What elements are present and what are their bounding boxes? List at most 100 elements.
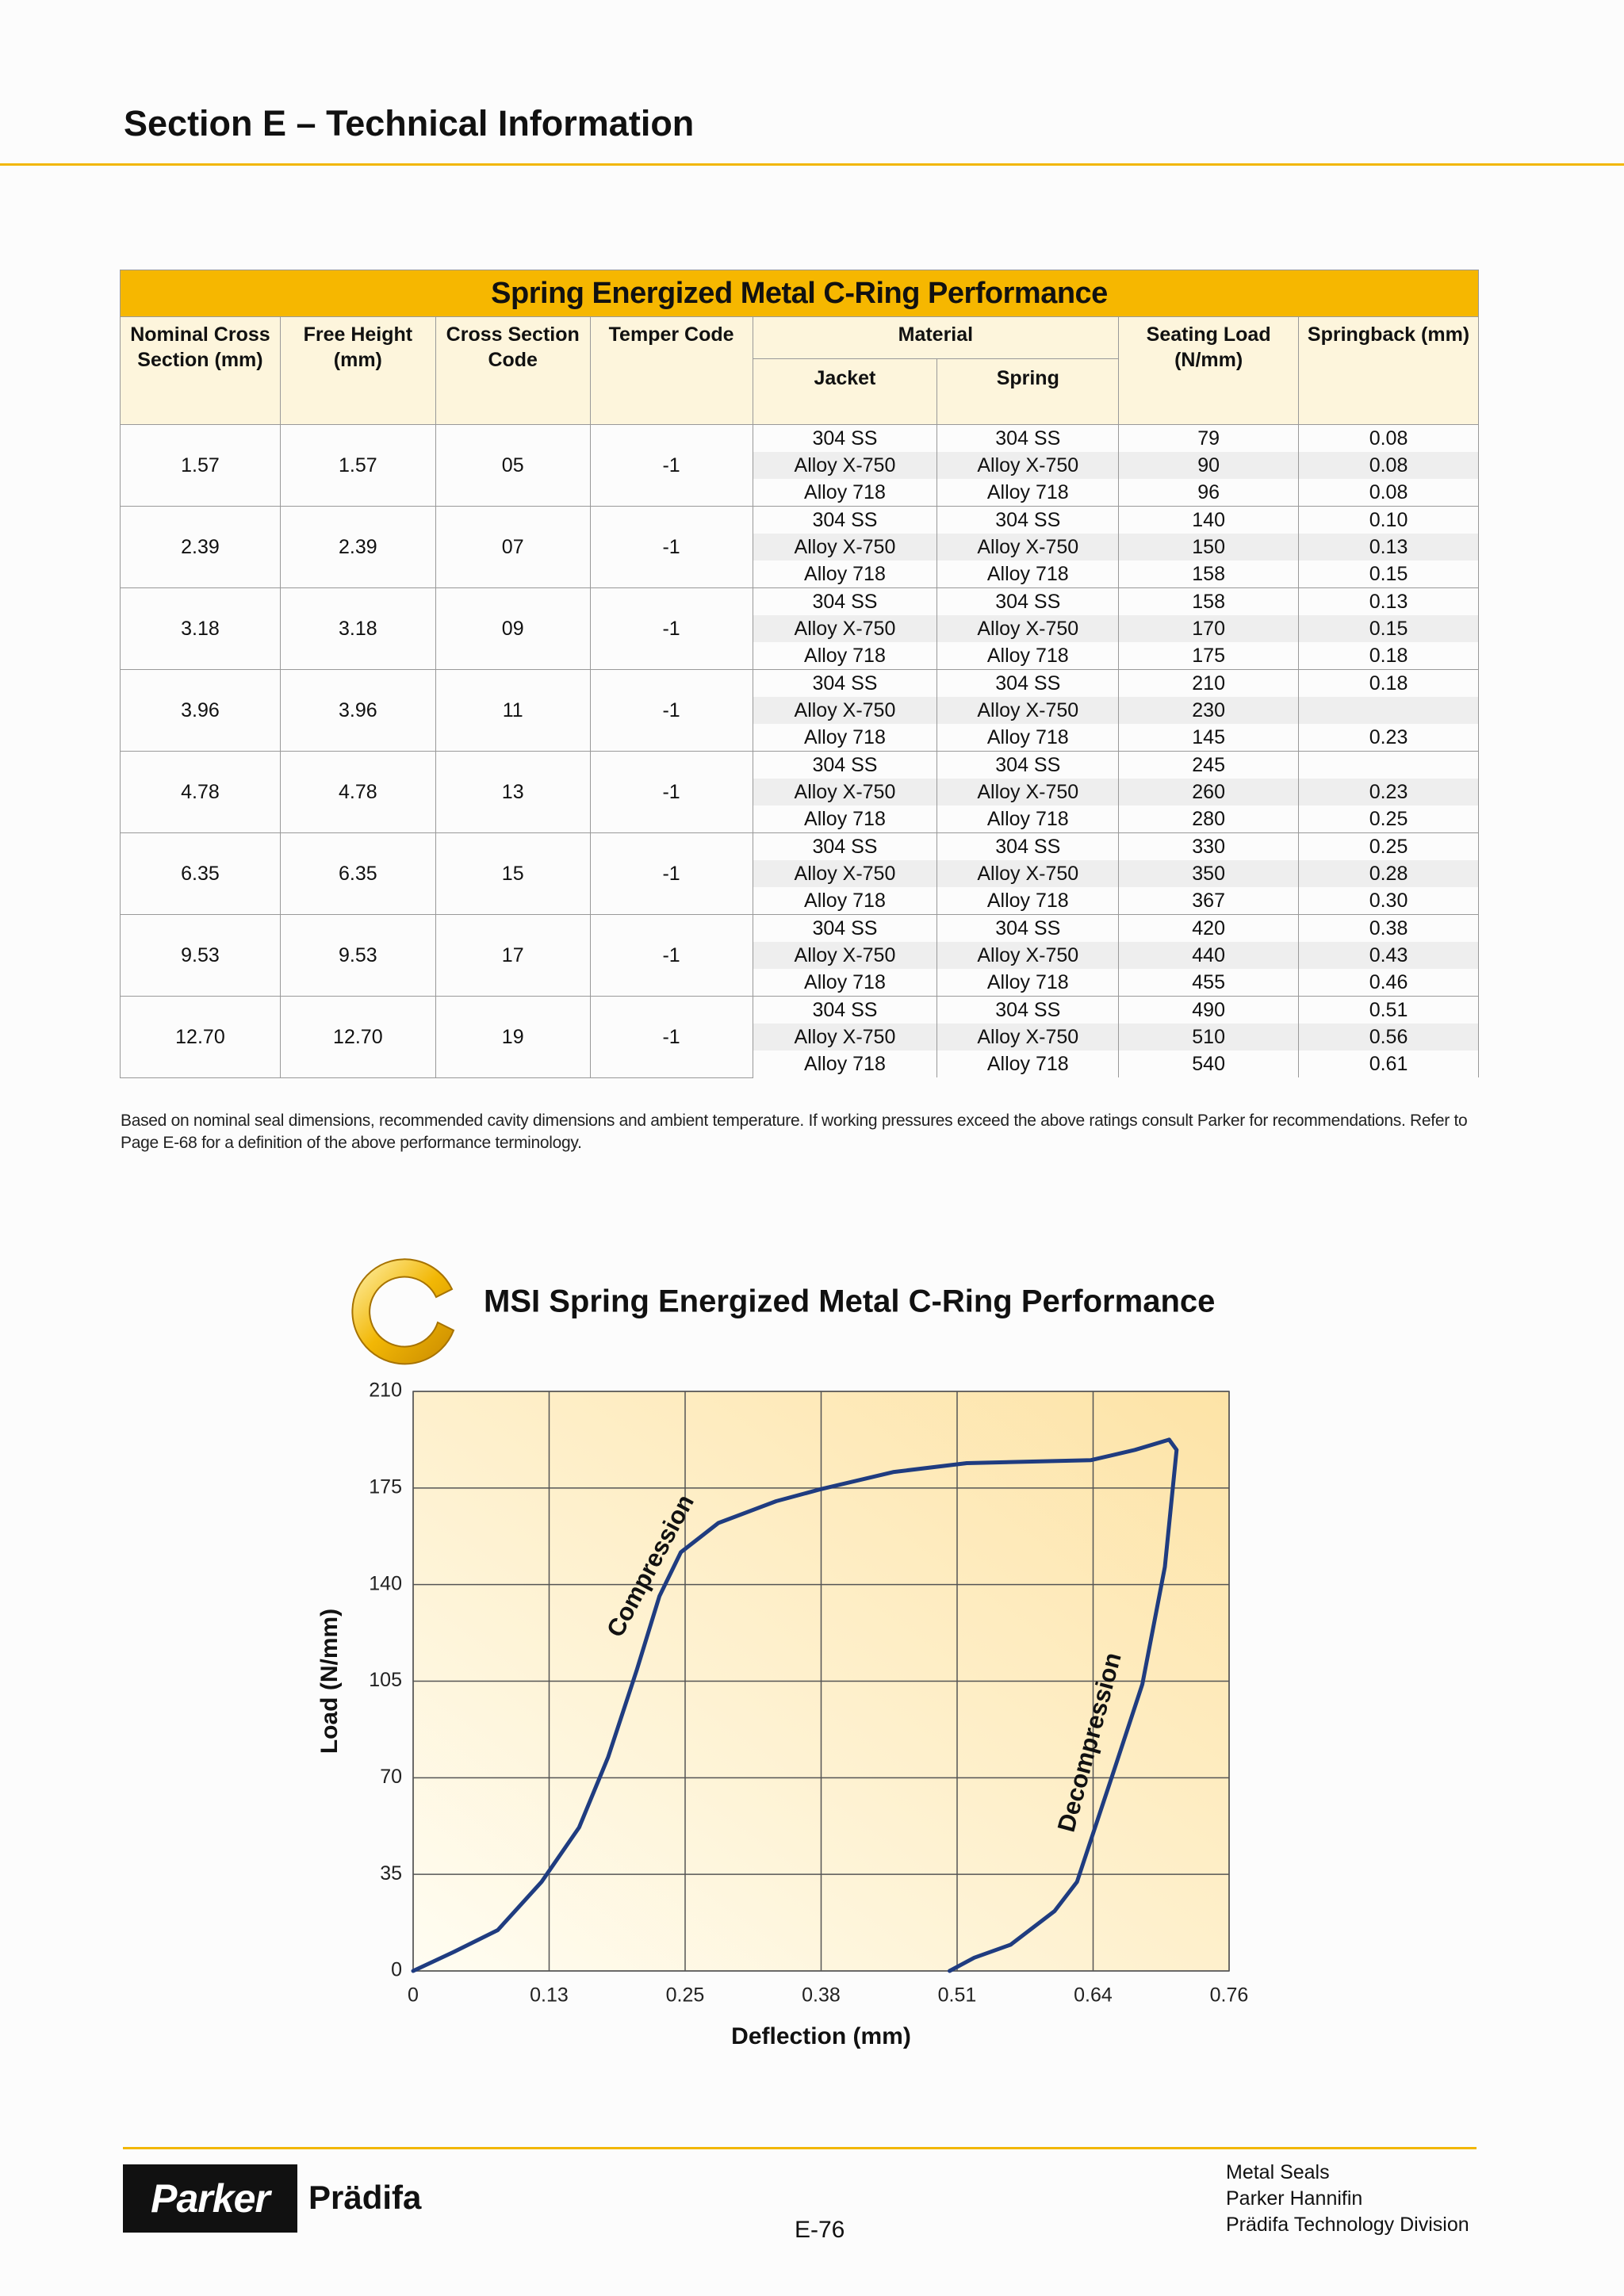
footer-text: Prädifa Technology Division bbox=[1226, 2214, 1469, 2236]
table-row: 1.57 1.57 05 -1 304 SS 304 SS 79 0.08 bbox=[120, 424, 1479, 507]
table-cell: Alloy 718 bbox=[936, 1050, 1120, 1077]
table-cell: Alloy 718 bbox=[936, 806, 1120, 833]
y-tick-label: 175 bbox=[369, 1475, 402, 1498]
column-header: Cross Section Code bbox=[435, 316, 591, 425]
table-row: Alloy X-750 Alloy X-750 90 0.08 bbox=[121, 452, 1479, 479]
x-tick-label: 0.51 bbox=[938, 1984, 977, 2007]
table-cell: -1 bbox=[589, 832, 753, 915]
table-row: Alloy X-750 Alloy X-750 440 0.43 bbox=[121, 942, 1479, 969]
table-cell: 12.70 bbox=[279, 996, 436, 1078]
performance-table: Spring Energized Metal C-Ring Performanc… bbox=[120, 270, 1479, 1078]
table-cell: -1 bbox=[589, 914, 753, 997]
table-cell: 304 SS bbox=[936, 424, 1120, 452]
table-cell: 0.56 bbox=[1298, 1024, 1479, 1050]
table-row: Alloy 718 Alloy 718 145 0.23 bbox=[121, 724, 1479, 752]
table-cell: 17 bbox=[435, 914, 591, 997]
table-cell: Alloy X-750 bbox=[936, 779, 1120, 806]
table-cell: Alloy 718 bbox=[752, 887, 938, 915]
table-cell: 210 bbox=[1118, 669, 1300, 697]
y-axis-label: Load (N/mm) bbox=[316, 1609, 343, 1754]
table-cell: Alloy 718 bbox=[752, 1050, 938, 1077]
column-header: Jacket bbox=[752, 358, 938, 425]
y-tick-label: 210 bbox=[369, 1380, 402, 1402]
table-cell: Alloy 718 bbox=[936, 479, 1120, 507]
y-tick-label: 35 bbox=[380, 1862, 402, 1885]
table-row: 2.39 2.39 07 -1 304 SS 304 SS 140 0.10 bbox=[120, 506, 1479, 588]
table-cell: 304 SS bbox=[936, 587, 1120, 615]
table-cell: 3.18 bbox=[120, 587, 281, 670]
table-cell: 0.28 bbox=[1298, 860, 1479, 887]
table-cell: 140 bbox=[1118, 506, 1300, 534]
table-cell: 304 SS bbox=[752, 587, 938, 615]
table-cell: 230 bbox=[1118, 697, 1300, 724]
table-cell: 540 bbox=[1118, 1050, 1300, 1077]
table-cell: 3.96 bbox=[120, 669, 281, 752]
table-cell: Alloy 718 bbox=[936, 887, 1120, 915]
table-cell: 170 bbox=[1118, 615, 1300, 642]
table-cell: Alloy X-750 bbox=[752, 534, 938, 561]
logo-text: Prädifa bbox=[308, 2179, 422, 2216]
y-tick-label: 105 bbox=[369, 1669, 402, 1691]
table-row: Alloy 718 Alloy 718 455 0.46 bbox=[121, 969, 1479, 997]
table-row: 9.53 9.53 17 -1 304 SS 304 SS 420 0.38 bbox=[120, 914, 1479, 997]
table-cell: 158 bbox=[1118, 561, 1300, 588]
series-line bbox=[411, 1437, 1171, 1973]
table-cell: 9.53 bbox=[120, 914, 281, 997]
page-number: E-76 bbox=[795, 2217, 845, 2243]
table-cell: 2.39 bbox=[279, 506, 436, 588]
table-cell: Alloy X-750 bbox=[936, 697, 1120, 724]
logo-mark: Parker bbox=[123, 2164, 297, 2233]
x-tick-label: 0.76 bbox=[1210, 1984, 1249, 2007]
table-cell: 6.35 bbox=[120, 832, 281, 915]
table-cell: Alloy X-750 bbox=[936, 942, 1120, 969]
table-cell: Alloy 718 bbox=[936, 561, 1120, 588]
column-header: Material bbox=[752, 316, 1120, 359]
series-line bbox=[948, 1437, 1179, 1973]
table-cell: 6.35 bbox=[279, 832, 436, 915]
table-row: Alloy 718 Alloy 718 367 0.30 bbox=[121, 887, 1479, 915]
table-row: 4.78 4.78 13 -1 304 SS 304 SS 245 bbox=[120, 751, 1479, 833]
table-cell: 11 bbox=[435, 669, 591, 752]
table-cell: Alloy X-750 bbox=[936, 452, 1120, 479]
table-cell: 304 SS bbox=[936, 751, 1120, 779]
table-row: Alloy X-750 Alloy X-750 150 0.13 bbox=[121, 534, 1479, 561]
table-cell: 0.25 bbox=[1298, 832, 1479, 860]
table-cell: 420 bbox=[1118, 914, 1300, 942]
column-header: Seating Load (N/mm) bbox=[1118, 316, 1300, 425]
table-cell: 4.78 bbox=[279, 751, 436, 833]
table-cell: Alloy 718 bbox=[752, 642, 938, 670]
table-cell: Alloy X-750 bbox=[752, 942, 938, 969]
table-cell: Alloy 718 bbox=[752, 969, 938, 997]
table-cell: 0.51 bbox=[1298, 996, 1479, 1024]
table-cell: 175 bbox=[1118, 642, 1300, 670]
table-cell: 0.61 bbox=[1298, 1050, 1479, 1077]
table-row: Alloy 718 Alloy 718 158 0.15 bbox=[121, 561, 1479, 588]
table-cell: 304 SS bbox=[752, 832, 938, 860]
chart-title: MSI Spring Energized Metal C-Ring Perfor… bbox=[484, 1284, 1215, 1319]
table-cell: Alloy 718 bbox=[752, 724, 938, 752]
table-cell: -1 bbox=[589, 996, 753, 1078]
column-header: Temper Code bbox=[589, 316, 753, 425]
table-cell: Alloy X-750 bbox=[752, 615, 938, 642]
table-cell bbox=[1298, 697, 1479, 724]
table-cell: 0.30 bbox=[1298, 887, 1479, 915]
y-tick-label: 140 bbox=[369, 1572, 402, 1594]
header-row: Jacket Spring bbox=[121, 358, 1479, 425]
table-cell: 304 SS bbox=[752, 751, 938, 779]
table-cell: 0.08 bbox=[1298, 452, 1479, 479]
table-cell: 455 bbox=[1118, 969, 1300, 997]
c-ring-icon bbox=[351, 1258, 455, 1365]
footer-text: Metal Seals bbox=[1226, 2161, 1330, 2183]
table-cell: 3.96 bbox=[279, 669, 436, 752]
x-tick-label: 0 bbox=[408, 1984, 419, 2007]
table-cell: 0.38 bbox=[1298, 914, 1479, 942]
table-cell: 367 bbox=[1118, 887, 1300, 915]
table-cell: 96 bbox=[1118, 479, 1300, 507]
table-cell: -1 bbox=[589, 506, 753, 588]
table-cell: 1.57 bbox=[279, 424, 436, 507]
table-cell: 0.13 bbox=[1298, 587, 1479, 615]
table-cell: 304 SS bbox=[752, 424, 938, 452]
table-cell: Alloy X-750 bbox=[936, 860, 1120, 887]
header-row: Nominal Cross Section (mm) Free Height (m… bbox=[120, 316, 1479, 425]
y-tick-label: 70 bbox=[380, 1766, 402, 1788]
